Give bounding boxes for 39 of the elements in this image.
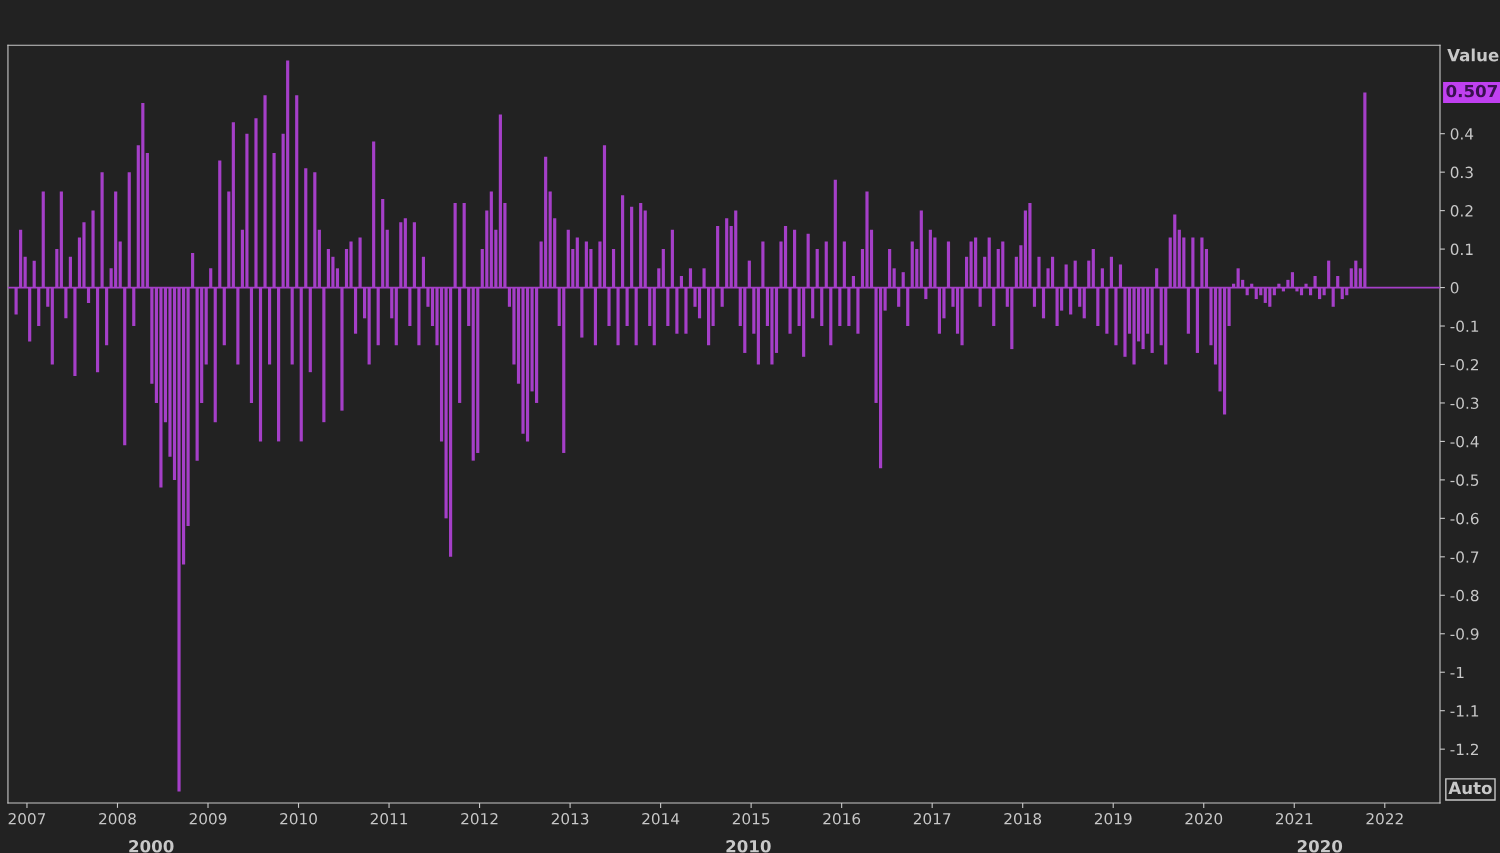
y-axis-title: Value <box>1447 48 1499 62</box>
text: 2000 <box>129 839 174 853</box>
y-tick-label: -0.8 <box>1450 589 1479 602</box>
x-tick-label: 2019 <box>1094 813 1132 825</box>
x-tick-label: 2022 <box>1366 813 1403 825</box>
y-tick-label: -0.6 <box>1450 512 1479 525</box>
y-tick-label: 0 <box>1450 282 1459 294</box>
y-tick-label: 0.2 <box>1450 205 1473 217</box>
x-tick-label: 2014 <box>642 813 680 825</box>
x-tick-label: 2008 <box>99 813 136 825</box>
y-tick-label: -0.9 <box>1450 628 1479 640</box>
x-tick-label: 2013 <box>551 813 589 825</box>
x-tick-label: 2012 <box>461 813 498 825</box>
y-tick-label: -0.4 <box>1450 435 1479 448</box>
y-tick-label: -1 <box>1450 666 1464 679</box>
x-tick-label: 2017 <box>913 813 951 825</box>
x-tick-label: 2015 <box>732 813 770 825</box>
y-tick-label: -0.2 <box>1450 358 1478 371</box>
y-tick-label: 0.4 <box>1450 128 1474 140</box>
y-tick-label: -1.2 <box>1450 743 1478 755</box>
text: 2010 <box>726 839 771 853</box>
y-tick-label: 0.1 <box>1450 243 1473 256</box>
x-tick-label: 2007 <box>8 813 46 825</box>
y-tick-label: 0.3 <box>1450 166 1473 179</box>
x-tick-label: 2010 <box>280 813 317 825</box>
x-tick-label: 2018 <box>1004 813 1042 825</box>
y-tick-label: -1.1 <box>1450 705 1479 717</box>
x-tick-label: 2020 <box>1185 813 1223 825</box>
text: 0.507 <box>1446 84 1497 98</box>
y-tick-label: -0.5 <box>1450 474 1479 486</box>
y-tick-label: -0.7 <box>1450 551 1479 563</box>
y-tick-label: -0.1 <box>1450 320 1479 333</box>
y-tick-label: -0.3 <box>1450 397 1479 409</box>
x-tick-label: 2016 <box>823 813 861 825</box>
x-tick-label: 2009 <box>189 813 227 825</box>
text: Auto <box>1448 781 1492 795</box>
x-tick-label: 2021 <box>1275 813 1313 825</box>
x-tick-label: 2011 <box>370 813 408 825</box>
text: 2020 <box>1297 839 1343 853</box>
